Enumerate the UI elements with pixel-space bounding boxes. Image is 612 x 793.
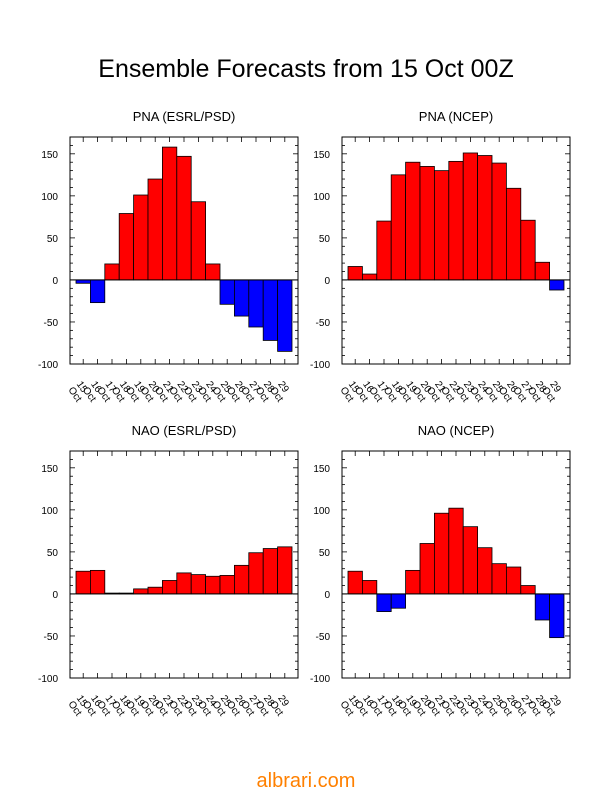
panel-title: NAO (NCEP)	[418, 423, 495, 438]
bar	[419, 166, 435, 281]
bar	[262, 548, 279, 595]
bar	[347, 570, 363, 595]
bar	[262, 279, 279, 341]
bar	[534, 261, 551, 281]
bar	[248, 279, 264, 328]
bar	[233, 279, 250, 317]
y-tick-label: 50	[319, 234, 331, 245]
y-tick-label: 0	[324, 590, 330, 601]
y-tick-label: 0	[52, 276, 58, 287]
y-tick-label: 0	[52, 590, 58, 601]
watermark: albrari.com	[256, 770, 356, 792]
bar	[549, 593, 565, 639]
y-tick-label: 100	[41, 192, 58, 203]
y-tick-label: -100	[38, 360, 58, 371]
bar	[448, 507, 464, 595]
bar	[419, 543, 435, 595]
bar	[233, 564, 250, 595]
bar	[133, 194, 149, 281]
bar	[390, 593, 407, 609]
bar	[277, 279, 293, 352]
y-tick-label: 150	[41, 150, 58, 161]
bar	[219, 575, 235, 595]
bar	[505, 187, 522, 281]
bar	[161, 146, 178, 281]
y-tick-label: 100	[313, 192, 330, 203]
bar	[491, 563, 507, 595]
bar	[347, 266, 363, 281]
bar	[376, 593, 392, 612]
y-tick-label: 100	[41, 506, 58, 517]
bar	[361, 580, 378, 595]
y-tick-label: -100	[310, 674, 330, 685]
panel-title: NAO (ESRL/PSD)	[132, 423, 237, 438]
bar	[161, 580, 178, 595]
bar	[190, 574, 206, 595]
bar	[433, 512, 450, 595]
bar	[205, 263, 221, 281]
bar	[205, 575, 221, 595]
bar	[390, 174, 407, 281]
bar	[433, 170, 450, 281]
y-tick-label: -100	[38, 674, 58, 685]
bar	[520, 585, 536, 595]
bar	[405, 569, 421, 595]
bar	[477, 547, 493, 595]
bar	[90, 279, 106, 304]
y-tick-label: -50	[44, 632, 59, 643]
y-tick-label: 100	[313, 506, 330, 517]
y-tick-label: 150	[41, 464, 58, 475]
y-tick-label: 150	[313, 464, 330, 475]
panel-title: PNA (NCEP)	[419, 109, 493, 124]
bar	[133, 588, 149, 595]
panel-title: PNA (ESRL/PSD)	[133, 109, 236, 124]
bar	[448, 160, 464, 281]
bar	[376, 220, 392, 281]
bar	[462, 526, 479, 595]
y-tick-label: 50	[47, 548, 59, 559]
bar	[405, 161, 421, 281]
bar	[361, 273, 378, 281]
bar	[176, 572, 192, 595]
bar	[118, 213, 134, 281]
bar	[147, 178, 163, 281]
bar	[505, 566, 522, 595]
y-tick-label: 50	[319, 548, 331, 559]
bar	[520, 219, 536, 281]
bar	[147, 586, 163, 595]
y-tick-label: 150	[313, 150, 330, 161]
bar	[248, 552, 264, 595]
bar	[75, 570, 91, 595]
bar	[190, 201, 206, 281]
bar	[90, 569, 106, 595]
y-tick-label: -50	[44, 318, 59, 329]
bar	[491, 162, 507, 281]
y-tick-label: 50	[47, 234, 59, 245]
bar	[549, 279, 565, 291]
y-tick-label: -50	[316, 318, 331, 329]
y-tick-label: -50	[316, 632, 331, 643]
y-tick-label: 0	[324, 276, 330, 287]
bar	[75, 279, 91, 284]
bar	[477, 155, 493, 281]
page-title: Ensemble Forecasts from 15 Oct 00Z	[98, 55, 514, 83]
y-tick-label: -100	[310, 360, 330, 371]
bar	[534, 593, 551, 621]
bar	[462, 152, 479, 281]
bar	[104, 263, 120, 281]
bar	[277, 546, 293, 595]
bar	[219, 279, 235, 305]
bar	[176, 155, 192, 281]
